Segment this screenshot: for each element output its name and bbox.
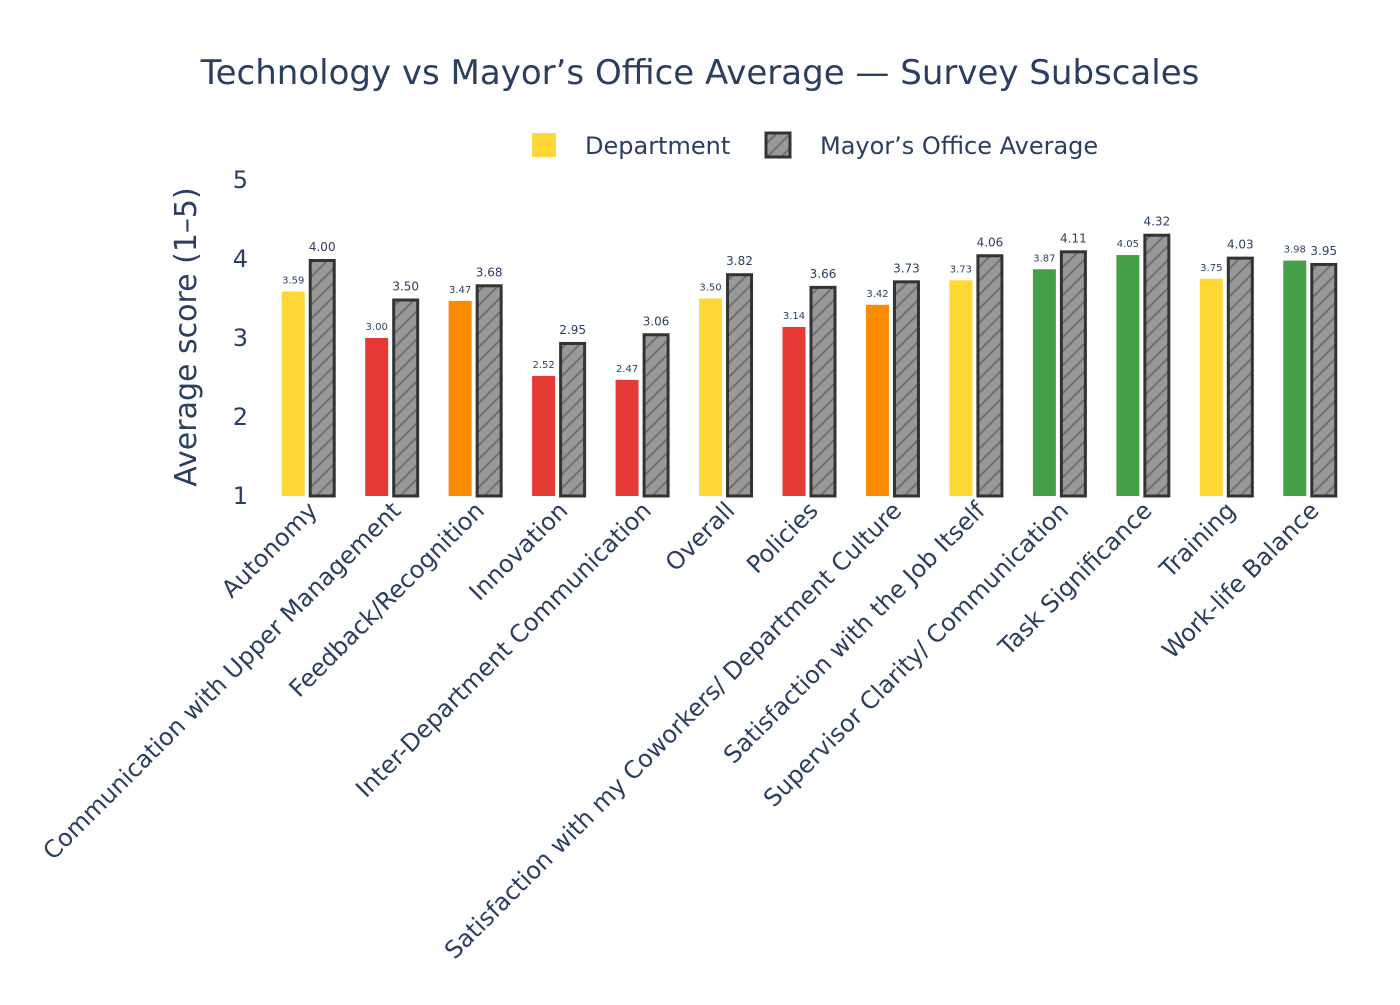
- x-tick-label: Training: [1154, 496, 1241, 583]
- y-axis-title: Average score (1–5): [169, 187, 204, 486]
- data-label-department: 2.52: [532, 360, 554, 371]
- legend[interactable]: Department Mayor’s Office Average: [532, 131, 1098, 160]
- data-label-mayors-office-average: 3.82: [726, 254, 753, 268]
- bar-department[interactable]: [365, 338, 389, 496]
- bar-mayors-office-average[interactable]: [559, 341, 587, 498]
- data-label-department: 3.42: [866, 289, 888, 300]
- bar-mayors-office-average[interactable]: [475, 284, 503, 498]
- data-label-mayors-office-average: 3.95: [1310, 244, 1337, 258]
- x-tick-label: Communication with Upper Management: [38, 496, 407, 865]
- bar-mayors-office-average[interactable]: [892, 280, 920, 498]
- data-label-mayors-office-average: 4.00: [309, 240, 336, 254]
- bar-department[interactable]: [949, 280, 973, 496]
- legend-swatch-mayors-office-average: [764, 131, 792, 159]
- y-tick-label: 1: [233, 482, 248, 510]
- data-label-mayors-office-average: 3.50: [392, 280, 419, 294]
- data-label-department: 2.47: [616, 364, 638, 375]
- data-label-mayors-office-average: 3.06: [643, 314, 670, 328]
- data-label-department: 3.73: [950, 264, 972, 275]
- data-label-mayors-office-average: 4.03: [1227, 238, 1254, 252]
- y-axis-ticks: 1 2 3 4 5: [233, 166, 248, 510]
- data-label-mayors-office-average: 4.32: [1143, 215, 1170, 229]
- bar-mayors-office-average[interactable]: [1059, 250, 1087, 498]
- value-labels: 3.59 4.00 3.00 3.50 3.47 3.68 2.52 2.95 2.47 3.06…: [282, 215, 1337, 375]
- legend-label-mayors-office-average: Mayor’s Office Average: [820, 132, 1098, 160]
- bar-mayors-office-average[interactable]: [1310, 262, 1338, 498]
- bar-department[interactable]: [615, 379, 639, 496]
- bar-mayors-office-average[interactable]: [392, 298, 420, 498]
- bar-department[interactable]: [865, 304, 889, 496]
- legend-item-department[interactable]: Department: [532, 132, 730, 160]
- bar-department[interactable]: [1116, 255, 1140, 496]
- bar-department[interactable]: [532, 375, 556, 496]
- y-tick-label: 5: [233, 166, 248, 194]
- y-tick-label: 3: [233, 324, 248, 352]
- bar-mayors-office-average[interactable]: [308, 259, 336, 498]
- bar-department[interactable]: [782, 326, 806, 496]
- x-tick-label: Work-life Balance: [1157, 496, 1325, 664]
- data-label-department: 4.05: [1117, 239, 1139, 250]
- bar-mayors-office-average[interactable]: [809, 285, 837, 498]
- y-tick-label: 4: [233, 245, 248, 273]
- legend-label-department: Department: [585, 132, 730, 160]
- bar-department[interactable]: [699, 298, 723, 497]
- data-label-department: 3.75: [1200, 263, 1222, 274]
- bar-department[interactable]: [1032, 269, 1056, 496]
- bar-department[interactable]: [1283, 260, 1307, 496]
- x-tick-label: Overall: [660, 496, 740, 576]
- data-label-mayors-office-average: 2.95: [559, 323, 586, 337]
- data-label-department: 3.59: [282, 275, 304, 286]
- data-label-mayors-office-average: 3.73: [893, 261, 920, 275]
- bar-mayors-office-average[interactable]: [726, 273, 754, 498]
- bar-mayors-office-average[interactable]: [976, 254, 1004, 498]
- x-tick-label: Task Significance: [992, 496, 1157, 661]
- x-tick-label: Policies: [741, 496, 824, 579]
- bar-department[interactable]: [1199, 278, 1223, 496]
- bar-mayors-office-average[interactable]: [1226, 256, 1254, 498]
- data-label-department: 3.00: [366, 322, 388, 333]
- data-label-mayors-office-average: 3.68: [476, 265, 503, 279]
- x-tick-label: Supervisor Clarity/ Communication: [758, 496, 1074, 812]
- bar-mayors-office-average[interactable]: [1143, 233, 1171, 498]
- data-label-mayors-office-average: 4.06: [977, 235, 1004, 249]
- data-label-department: 3.47: [449, 285, 471, 296]
- chart-title: Technology vs Mayor’s Office Average — S…: [200, 53, 1200, 93]
- data-label-mayors-office-average: 3.66: [810, 267, 837, 281]
- data-label-department: 3.98: [1284, 245, 1306, 256]
- legend-item-mayors-office-average[interactable]: Mayor’s Office Average: [764, 131, 1098, 160]
- x-tick-label: Inter-Department Communication: [350, 496, 657, 803]
- data-label-mayors-office-average: 4.11: [1060, 231, 1087, 245]
- bars: [281, 233, 1338, 498]
- bar-department[interactable]: [281, 291, 305, 496]
- bar-department[interactable]: [448, 300, 472, 496]
- data-label-department: 3.87: [1033, 253, 1055, 264]
- bar-mayors-office-average[interactable]: [642, 333, 670, 498]
- data-label-department: 3.14: [783, 311, 805, 322]
- legend-swatch-department: [532, 133, 556, 157]
- data-label-department: 3.50: [699, 283, 721, 294]
- y-tick-label: 2: [233, 403, 248, 431]
